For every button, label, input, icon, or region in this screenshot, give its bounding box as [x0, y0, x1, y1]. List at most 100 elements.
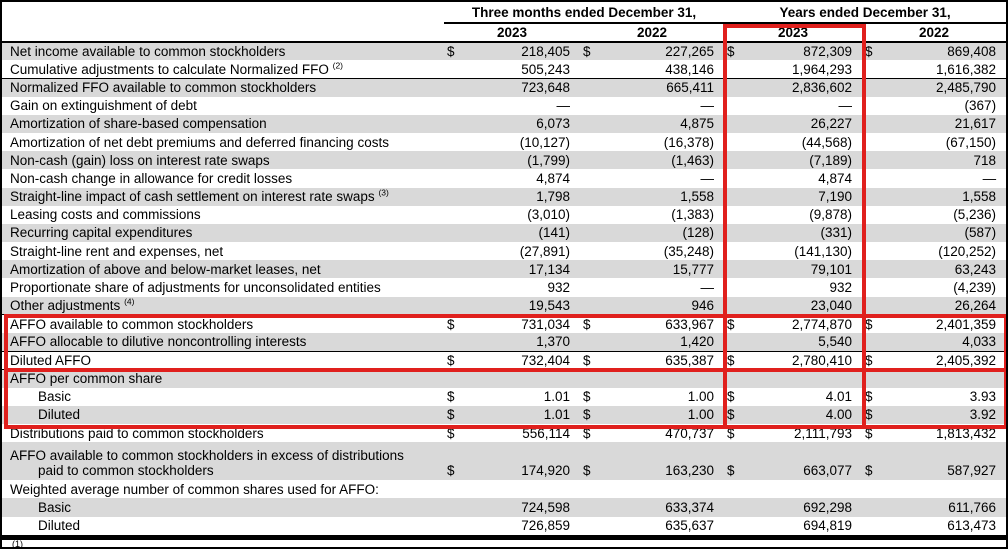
- table-row: Straight-line rent and expenses, net (27,…: [2, 242, 1006, 260]
- table-row: Net income available to common stockhold…: [2, 42, 1006, 61]
- dollar-sign-cell: [724, 169, 742, 187]
- value-cell: (120,252): [938, 243, 997, 259]
- dollar-sign-cell: [444, 260, 460, 278]
- value-cell: 946: [596, 296, 725, 316]
- value-cell: 718: [973, 152, 997, 168]
- dollar-sign-cell: [444, 517, 460, 535]
- table-row: Cumulative adjustments to calculate Norm…: [2, 60, 1006, 79]
- dollar-sign-cell: [724, 115, 742, 133]
- value-cell: —: [700, 280, 715, 296]
- year-header-row: 2023 2022 2023 2022: [2, 23, 1006, 43]
- header-spacer: [2, 23, 444, 43]
- value-cell: (35,248): [663, 243, 715, 259]
- value-cell: 7,190: [818, 189, 853, 205]
- value-cell: 1,616,382: [880, 60, 1006, 79]
- row-label: Other adjustments (4): [2, 296, 444, 316]
- year-header-yr-2023: 2023: [724, 23, 863, 43]
- dollar-sign-cell: $: [862, 351, 881, 370]
- dollar-sign-cell: [724, 206, 742, 224]
- row-label: Leasing costs and commissions: [10, 207, 201, 223]
- value-cell: 4.00: [825, 407, 853, 423]
- value-cell: 2,401,359: [936, 316, 997, 332]
- dollar-sign-cell: $: [583, 425, 591, 441]
- value-cell: (10,127): [519, 134, 570, 150]
- dollar-sign-cell: $: [447, 407, 455, 423]
- dollar-sign-cell: $: [444, 351, 460, 370]
- dollar-sign-cell: [862, 333, 881, 352]
- dollar-sign-cell: [444, 369, 460, 387]
- dollar-sign-cell: [444, 278, 460, 296]
- value-cell: [880, 480, 1006, 498]
- dollar-sign-cell: [444, 151, 460, 169]
- dollar-sign-cell: [724, 333, 743, 352]
- footnote-ref: (4): [124, 296, 135, 307]
- table-row: Diluted AFFO $732,404 $635,387 $2,780,410 $2…: [2, 351, 1006, 370]
- value-cell: 15,777: [672, 261, 715, 277]
- dollar-sign-cell: $: [447, 389, 455, 405]
- dollar-sign-cell: [580, 498, 596, 516]
- value-cell: 26,264: [880, 296, 1006, 316]
- value-cell: [596, 480, 724, 498]
- value-cell: 4.01: [825, 389, 853, 405]
- value-cell: 3.93: [969, 389, 997, 405]
- dollar-sign-cell: $: [727, 425, 735, 441]
- table-row: Diluted $1.01 $1.00 $4.00 $3.92: [2, 405, 1006, 424]
- dollar-sign-cell: [444, 206, 460, 224]
- value-cell: (141,130): [794, 243, 853, 259]
- dollar-sign-cell: [724, 188, 742, 206]
- row-label: Distributions paid to common stockholder…: [10, 425, 264, 441]
- value-cell: (587): [964, 225, 997, 241]
- value-cell: 4,033: [880, 333, 1006, 352]
- dollar-sign-cell: $: [447, 316, 455, 332]
- value-cell: 2,111,793: [793, 425, 853, 441]
- row-label: Cumulative adjustments to calculate Norm…: [2, 60, 444, 79]
- dollar-sign-cell: [444, 97, 460, 115]
- value-cell: (128): [682, 225, 715, 241]
- dollar-sign-cell: [444, 224, 460, 242]
- row-label: AFFO allocable to dilutive noncontrollin…: [2, 333, 444, 352]
- footnote-ref: (2): [332, 60, 344, 71]
- value-cell: —: [838, 98, 853, 114]
- dollar-sign-cell: [724, 260, 742, 278]
- value-cell: [460, 369, 580, 387]
- value-cell: 21,617: [954, 116, 997, 132]
- value-cell: 174,920: [521, 463, 570, 479]
- dollar-sign-cell: [862, 60, 881, 79]
- dollar-sign-cell: $: [583, 389, 591, 405]
- value-cell: 3.92: [969, 407, 997, 423]
- value-cell: 17,134: [528, 261, 570, 277]
- dollar-sign-cell: [580, 296, 596, 316]
- value-cell: 23,040: [742, 296, 863, 316]
- row-label: Non-cash change in allowance for credit …: [10, 170, 293, 186]
- value-cell: 79,101: [810, 261, 853, 277]
- value-cell: 4,874: [536, 170, 570, 186]
- dollar-sign-cell: $: [583, 44, 591, 60]
- dollar-sign-cell: $: [865, 44, 873, 60]
- table-bottom-rule: [2, 534, 1006, 540]
- dollar-sign-cell: [580, 480, 596, 498]
- dollar-sign-cell: [724, 498, 742, 516]
- dollar-sign-cell: [724, 133, 742, 151]
- footnote-marker: (1): [12, 538, 23, 549]
- dollar-sign-cell: [862, 188, 880, 206]
- dollar-sign-cell: [580, 206, 596, 224]
- period-header-years: Years ended December 31,: [724, 2, 1006, 24]
- dollar-sign-cell: [444, 242, 460, 260]
- value-cell: [742, 480, 862, 498]
- value-cell: 2,485,790: [936, 80, 997, 96]
- value-cell: (7,189): [809, 152, 853, 168]
- value-cell: 1,558: [680, 189, 715, 205]
- year-header-yr-2022: 2022: [862, 23, 1006, 43]
- value-cell: 587,927: [947, 463, 997, 479]
- value-cell: 692,298: [803, 499, 853, 515]
- dollar-sign-cell: [580, 115, 596, 133]
- value-cell: (5,236): [953, 207, 997, 223]
- dollar-sign-cell: [580, 242, 596, 260]
- value-cell: (141): [538, 225, 570, 241]
- row-label: Non-cash (gain) loss on interest rate sw…: [10, 152, 270, 168]
- dollar-sign-cell: [862, 480, 880, 498]
- dollar-sign-cell: [580, 97, 596, 115]
- table-row: AFFO available to common stockholders in…: [2, 442, 1006, 481]
- dollar-sign-cell: $: [727, 463, 735, 479]
- value-cell: 4,874: [818, 170, 853, 186]
